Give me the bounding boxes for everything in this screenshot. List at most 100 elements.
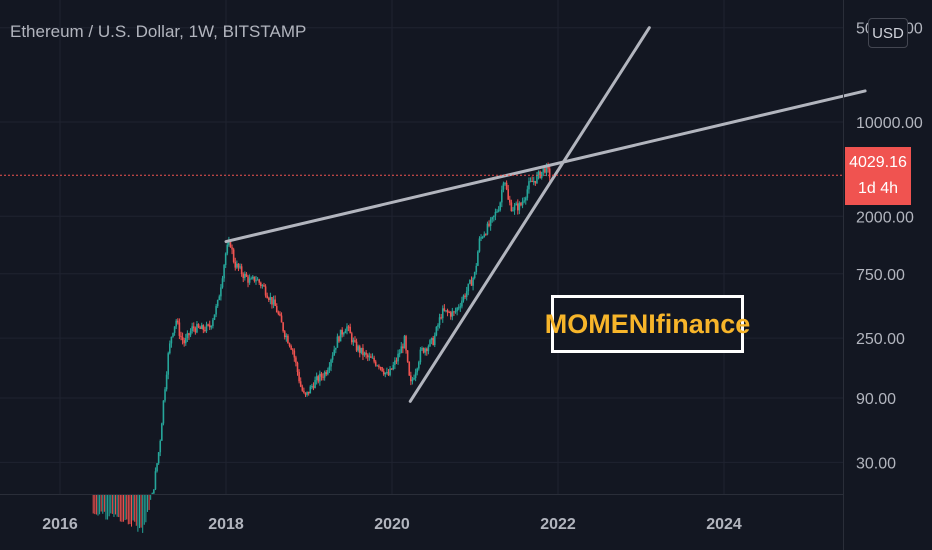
candle-body	[548, 168, 551, 178]
candle-body	[306, 391, 308, 395]
candle-body	[544, 168, 546, 173]
candle-body	[437, 325, 439, 327]
candle-body	[200, 325, 203, 329]
candle-body	[304, 392, 307, 395]
candle-body	[398, 353, 401, 355]
candle-body	[465, 291, 468, 297]
candle-body	[346, 326, 348, 331]
candle-body	[231, 247, 233, 250]
candle-body	[328, 366, 331, 370]
candle-body	[295, 357, 297, 363]
chart-title: Ethereum / U.S. Dollar, 1W, BITSTAMP	[10, 22, 307, 41]
candle-body	[414, 372, 417, 378]
candle-body	[285, 335, 288, 338]
candle-body	[170, 336, 173, 344]
candle-body	[267, 298, 270, 300]
candle-body	[537, 171, 540, 176]
support-trendline[interactable]	[408, 26, 651, 403]
candle-body	[528, 181, 530, 190]
candle-body	[274, 299, 276, 307]
candle-body	[496, 211, 498, 213]
candle-body	[226, 244, 229, 254]
candle-body	[296, 362, 299, 373]
y-tick-label: 250.00	[856, 331, 905, 348]
candle-body	[242, 274, 245, 279]
candle-body	[239, 266, 241, 268]
candle-body	[504, 182, 506, 184]
candle-body	[422, 347, 425, 353]
candle-body	[410, 375, 412, 382]
candle-body	[250, 278, 253, 280]
candle-body	[488, 223, 490, 226]
candle-body	[464, 295, 466, 297]
candle-body	[480, 237, 482, 239]
candle-body	[477, 251, 479, 266]
candle-body	[469, 280, 471, 284]
x-tick-label: 2016	[42, 516, 78, 533]
candle-body	[402, 346, 404, 349]
candle-body	[534, 180, 537, 184]
candle-body	[191, 326, 193, 332]
candle-body	[266, 295, 268, 299]
candle-body	[153, 489, 155, 494]
candle-body	[381, 367, 383, 372]
candle-body	[355, 341, 358, 351]
candle-body	[312, 385, 315, 389]
candle-body	[216, 300, 219, 307]
candle-body	[259, 282, 262, 286]
currency-badge[interactable]: USD	[868, 18, 908, 48]
candle-body	[354, 340, 356, 342]
candle-body	[374, 361, 377, 366]
candle-body	[309, 386, 312, 394]
candle-body	[475, 265, 478, 273]
candle-body	[440, 317, 442, 319]
candle-body	[508, 199, 511, 203]
x-tick-label: 2018	[208, 516, 244, 533]
candle-body	[494, 211, 497, 216]
candle-body	[419, 349, 422, 363]
candle-body	[438, 317, 441, 326]
y-tick-label: 750.00	[856, 267, 905, 284]
candle-body	[208, 324, 211, 328]
candle-body	[183, 340, 185, 344]
candle-body	[299, 381, 302, 387]
candle-body	[327, 369, 329, 375]
candle-body	[516, 203, 519, 211]
candle-body	[416, 368, 419, 373]
candle-body	[176, 320, 179, 323]
candle-body	[539, 171, 541, 178]
last-price-tag: 4029.16 1d 4h	[845, 147, 911, 205]
candle-body	[172, 332, 174, 337]
resistance-trendline[interactable]	[224, 89, 867, 244]
candle-body	[307, 391, 310, 394]
candle-body	[501, 189, 503, 203]
candle-body	[515, 203, 517, 206]
candle-body	[244, 273, 246, 279]
candle-body	[413, 377, 415, 380]
candle-body	[451, 311, 454, 317]
candle-body	[481, 236, 484, 238]
candle-body	[224, 253, 227, 266]
candle-body	[333, 349, 336, 356]
candle-body	[510, 202, 513, 212]
candle-body	[400, 346, 403, 354]
candle-body	[277, 312, 280, 314]
candle-body	[386, 371, 388, 373]
candle-body	[347, 326, 350, 328]
candle-body	[421, 347, 423, 350]
candle-body	[178, 322, 181, 336]
candle-body	[252, 276, 254, 279]
candle-body	[204, 329, 206, 332]
candle-body	[253, 276, 256, 281]
y-tick-label: 2000.00	[856, 209, 914, 226]
candle-body	[526, 189, 529, 198]
candle-body	[397, 353, 399, 362]
candle-body	[279, 313, 281, 316]
candle-body	[461, 300, 463, 307]
candle-body	[363, 352, 366, 356]
candle-body	[290, 345, 292, 350]
candle-body	[298, 372, 300, 382]
candle-body	[181, 336, 184, 341]
